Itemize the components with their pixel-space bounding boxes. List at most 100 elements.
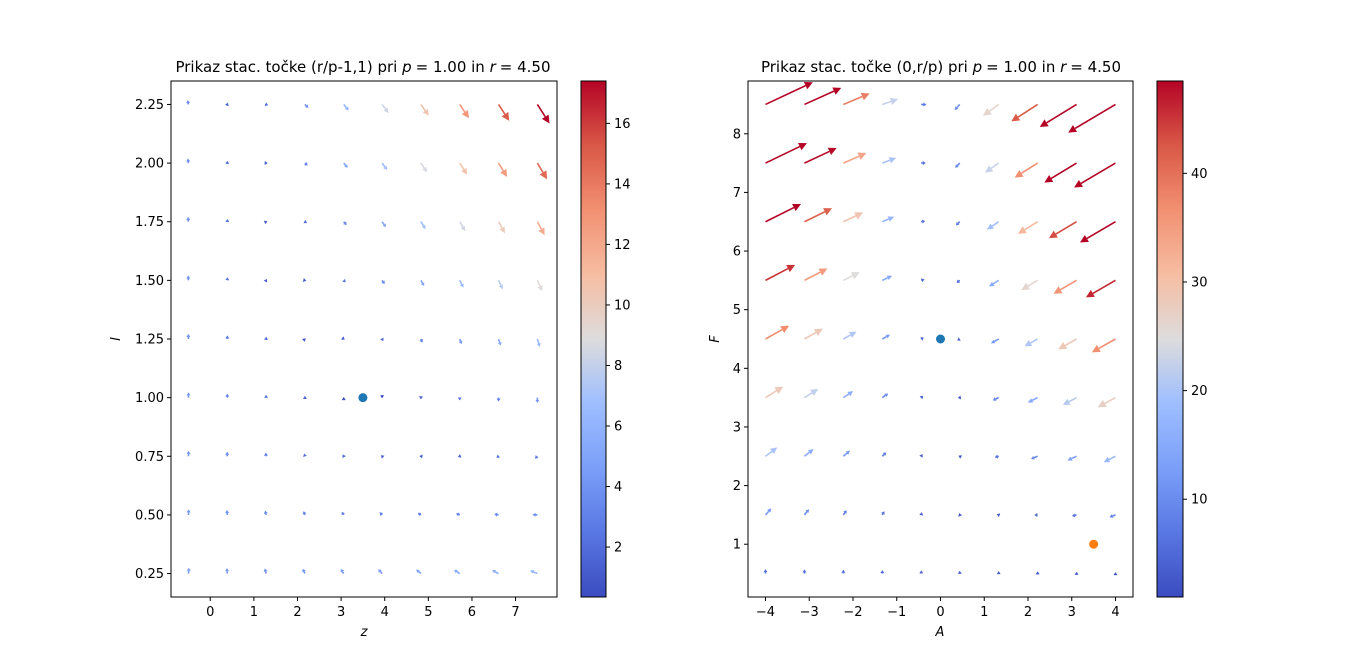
quiver-arrow: [536, 338, 541, 347]
quiver-arrow: [881, 511, 885, 516]
quiver-arrow: [803, 509, 810, 516]
quiver-arrow: [459, 162, 468, 175]
quiver-arrow: [1011, 103, 1039, 122]
quiver-arrow: [378, 569, 383, 575]
left-x-axis-label: z: [360, 625, 369, 640]
right-chart-title: Prikaz stac. točke (0,r/p) pri p = 1.00 i…: [761, 58, 1121, 76]
quiver-arrow: [765, 82, 813, 106]
fixed-point-marker: [1089, 539, 1099, 549]
quiver-arrow: [186, 100, 191, 105]
x-tick-label: 3: [337, 605, 345, 620]
quiver-arrow: [225, 277, 230, 281]
quiver-arrow: [802, 569, 807, 574]
quiver-arrow: [1079, 221, 1116, 243]
quiver-arrow: [186, 392, 191, 398]
colorbar-tick-label: 14: [614, 177, 631, 192]
quiver-arrow: [458, 338, 463, 345]
left-x-axis: 0 1 2 3 4 5 6 7: [206, 597, 520, 620]
left-title-r-value: = 4.50: [500, 58, 551, 76]
quiver-arrow: [264, 102, 269, 107]
quiver-arrow: [420, 162, 428, 173]
quiver-arrow: [1085, 279, 1116, 298]
x-tick-label: 6: [468, 605, 476, 620]
quiver-arrow: [1062, 396, 1077, 405]
quiver-arrow: [186, 509, 191, 515]
quiver-arrow: [186, 158, 191, 164]
quiver-arrow: [225, 219, 230, 223]
y-tick-label: 3: [733, 420, 741, 435]
quiver-arrow: [986, 221, 1000, 230]
right-title-r-value: = 4.50: [1070, 58, 1121, 76]
x-tick-label: 0: [206, 605, 214, 620]
quiver-arrow: [186, 333, 191, 340]
quiver-arrow: [1074, 162, 1116, 188]
quiver-arrow: [765, 142, 807, 164]
left-title-prefix: Prikaz stac. točke (r/p-1,1) pri: [175, 58, 402, 76]
quiver-arrow: [804, 87, 842, 106]
left-title-p-value: = 1.00: [416, 58, 467, 76]
quiver-arrow: [536, 280, 543, 292]
left-points: [358, 393, 368, 403]
quiver-arrow: [988, 279, 1000, 287]
quiver-arrow: [842, 331, 857, 340]
quiver-arrow: [263, 220, 268, 225]
colorbar-tick-label: 4: [614, 480, 622, 495]
quiver-arrow: [381, 221, 386, 228]
quiver-arrow: [1067, 455, 1077, 461]
quiver-arrow: [765, 447, 778, 457]
y-tick-label: 2: [733, 479, 741, 494]
right-title-mid: in: [1037, 58, 1060, 76]
quiver-arrow: [380, 337, 384, 342]
quiver-arrow: [459, 279, 464, 288]
quiver-arrow: [881, 334, 891, 340]
quiver-arrow: [420, 103, 429, 116]
quiver-arrow: [1074, 571, 1079, 575]
quiver-arrow: [225, 335, 230, 340]
quiver-arrow: [1017, 221, 1039, 234]
quiver-arrow: [492, 569, 499, 575]
quiver-arrow: [1034, 512, 1038, 517]
quiver-arrow: [417, 512, 422, 517]
right-title-p-value: = 1.00: [986, 58, 1037, 76]
x-tick-label: 4: [1111, 605, 1119, 620]
quiver-arrow: [497, 104, 510, 121]
quiver-arrow: [919, 395, 924, 400]
quiver-arrow: [957, 337, 961, 341]
quiver-arrow: [1097, 396, 1116, 408]
quiver-arrow: [416, 569, 422, 575]
quiver-arrow: [921, 219, 926, 224]
quiver-arrow: [456, 512, 461, 517]
quiver-arrow: [880, 570, 885, 574]
quiver-arrow: [302, 338, 306, 342]
colorbar-tick-label: 2: [614, 541, 622, 556]
colorbar-tick-label: 12: [614, 238, 631, 253]
colorbar-tick-label: 20: [1191, 384, 1208, 399]
left-colorbar: 2 4 6 8 10 12 14 16: [580, 80, 631, 598]
quiver-arrow: [379, 512, 384, 516]
left-chart: Prikaz stac. točke (r/p-1,1) pri p = 1.00…: [109, 58, 558, 640]
quiver-arrow: [264, 161, 268, 166]
x-tick-label: 0: [936, 605, 944, 620]
quiver-arrow: [418, 396, 423, 400]
quiver-arrow: [457, 397, 462, 401]
quiver-arrow: [381, 162, 388, 171]
quiver-arrow: [841, 569, 846, 574]
colorbar-tick-label: 16: [614, 117, 631, 132]
left-colorbar-ticks: 2 4 6 8 10 12 14 16: [606, 117, 631, 556]
quiver-arrow: [225, 393, 230, 398]
quiver-arrow: [882, 98, 899, 106]
quiver-arrow: [954, 103, 961, 111]
quiver-arrow: [496, 454, 501, 458]
quiver-arrow: [494, 512, 499, 517]
quiver-arrow: [225, 102, 229, 107]
left-y-axis: 0.25 0.50 0.75 1.00 1.25 1.50 1.75 2.00 2.25: [135, 98, 171, 582]
quiver-arrow: [341, 397, 346, 401]
quiver-arrow: [225, 160, 230, 165]
x-tick-label: −4: [756, 605, 775, 620]
quiver-arrow: [842, 450, 850, 457]
quiver-arrow: [765, 203, 802, 223]
quiver-arrow: [536, 104, 550, 124]
quiver-arrow: [958, 455, 963, 459]
x-tick-label: 2: [1024, 605, 1032, 620]
